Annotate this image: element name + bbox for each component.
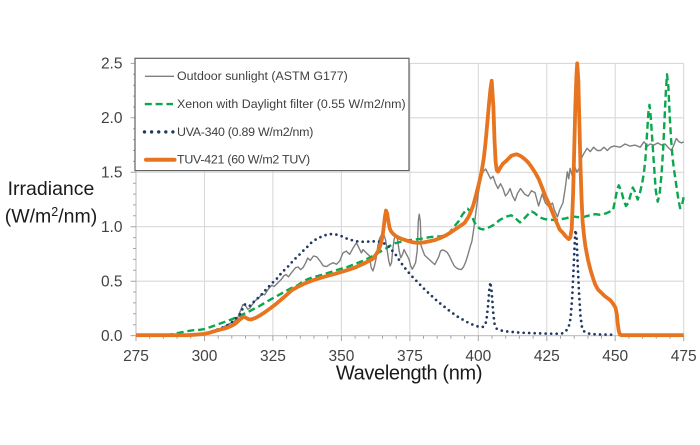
svg-text:TUV-421 (60 W/m2 TUV): TUV-421 (60 W/m2 TUV) (177, 153, 310, 167)
svg-text:0.0: 0.0 (101, 328, 123, 345)
svg-text:450: 450 (602, 348, 628, 365)
svg-text:Outdoor sunlight (ASTM G177): Outdoor sunlight (ASTM G177) (177, 69, 348, 83)
svg-text:1.0: 1.0 (101, 219, 123, 236)
svg-text:475: 475 (671, 348, 697, 365)
svg-text:350: 350 (328, 348, 354, 365)
svg-text:400: 400 (465, 348, 491, 365)
svg-text:Irradiance: Irradiance (8, 178, 95, 200)
svg-text:Xenon with Daylight filter (0.: Xenon with Daylight filter (0.55 W/m2/nm… (177, 97, 406, 111)
svg-text:300: 300 (192, 348, 218, 365)
svg-text:1.5: 1.5 (101, 165, 123, 182)
svg-text:0.5: 0.5 (101, 274, 123, 291)
svg-text:2.5: 2.5 (101, 56, 123, 73)
svg-text:375: 375 (397, 348, 423, 365)
svg-text:UVA-340 (0.89 W/m2/nm): UVA-340 (0.89 W/m2/nm) (177, 125, 313, 139)
svg-text:275: 275 (123, 348, 149, 365)
svg-text:425: 425 (534, 348, 560, 365)
svg-text:(W/m2/nm): (W/m2/nm) (5, 205, 98, 227)
svg-text:Wavelength (nm): Wavelength (nm) (336, 363, 482, 385)
svg-text:2.0: 2.0 (101, 110, 123, 127)
svg-text:325: 325 (260, 348, 286, 365)
